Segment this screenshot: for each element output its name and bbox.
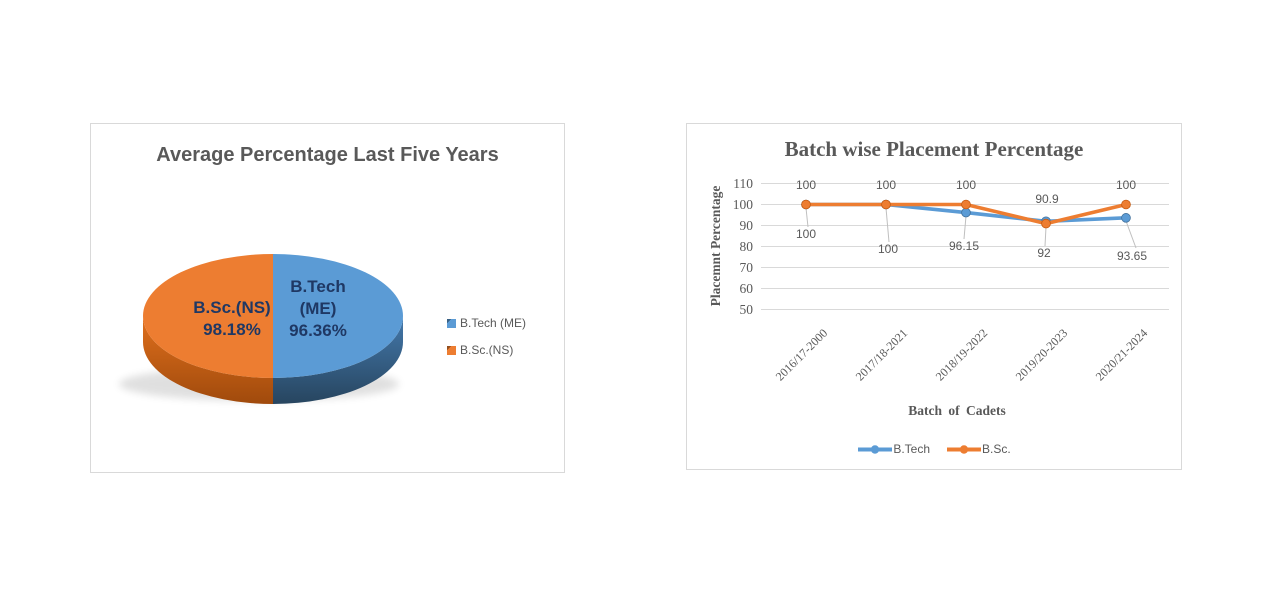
plot-area — [761, 183, 1169, 310]
line-legend: B.Tech B.Sc. — [687, 442, 1181, 456]
line-chart-title: Batch wise Placement Percentage — [784, 137, 1084, 161]
y-tick-label: 90 — [739, 218, 754, 233]
data-point-marker — [1121, 213, 1131, 223]
label-leader-line — [805, 207, 809, 228]
y-tick-label: 100 — [732, 197, 753, 212]
data-point-marker — [961, 207, 971, 218]
pie-slice-bsc — [143, 254, 273, 378]
pie-slice-btech — [273, 254, 403, 378]
legend-marker-square-icon — [447, 318, 456, 328]
data-label-btech: 96.15 — [948, 239, 980, 253]
label-leader-line — [1044, 226, 1047, 247]
legend-marker-square-icon — [447, 345, 456, 355]
data-point-marker — [801, 199, 811, 210]
legend-line-marker-icon — [858, 444, 893, 454]
legend-label: B.Tech (ME) — [460, 316, 527, 330]
legend-label: B.Sc.(NS) — [460, 343, 514, 357]
data-label-bsc: 100 — [955, 178, 977, 192]
pie-slice-btech-side — [273, 316, 403, 404]
pie-chart-panel: Average Percentage Last Five Years B.Tec… — [90, 123, 565, 473]
x-axis-title: Batch of Cadets — [908, 403, 1006, 418]
pie-legend: B.Tech (ME) B.Sc.(NS) — [447, 316, 526, 370]
y-tick-label: 50 — [739, 302, 754, 317]
y-tick-label: 60 — [739, 281, 754, 296]
y-tick-label: 70 — [739, 260, 754, 275]
data-point-marker — [1041, 218, 1051, 229]
legend-item-bsc: B.Sc. — [946, 442, 1011, 456]
data-label-btech: 100 — [877, 242, 899, 256]
data-label-bsc: 100 — [795, 178, 817, 192]
pie-chart-title: Average Percentage Last Five Years — [156, 144, 499, 166]
y-tick-label: 110 — [733, 176, 753, 191]
data-label-bsc: 100 — [875, 178, 897, 192]
data-label-btech: 100 — [795, 227, 817, 241]
legend-item-btech: B.Tech — [857, 442, 930, 456]
legend-item-btech-me: B.Tech (ME) — [447, 316, 526, 330]
data-point-marker — [1121, 199, 1131, 210]
label-leader-line — [1125, 220, 1137, 249]
data-label-bsc: 90.9 — [1035, 192, 1059, 206]
legend-label: B.Tech — [893, 442, 930, 456]
data-label-bsc: 100 — [1115, 178, 1137, 192]
data-point-marker — [881, 199, 891, 210]
legend-item-bsc-ns: B.Sc.(NS) — [447, 343, 526, 357]
pie-slice-label-bsc: B.Sc.(NS) 98.18% — [193, 298, 271, 339]
legend-label: B.Sc. — [982, 442, 1011, 456]
data-label-btech: 93.65 — [1116, 249, 1148, 263]
pie-slice-label-btech: B.Tech (ME) 96.36% — [289, 277, 347, 340]
legend-line-marker-icon — [947, 444, 981, 454]
pie-slice-bsc-side — [143, 316, 273, 404]
y-tick-label: 80 — [739, 239, 754, 254]
line-chart-panel: Batch wise Placement Percentage Placemnt… — [686, 123, 1182, 470]
pie-3d-graphic — [119, 254, 403, 404]
label-leader-line — [963, 215, 967, 240]
data-point-marker — [961, 199, 971, 210]
label-leader-line — [885, 207, 890, 243]
data-label-btech: 92 — [1037, 246, 1051, 260]
